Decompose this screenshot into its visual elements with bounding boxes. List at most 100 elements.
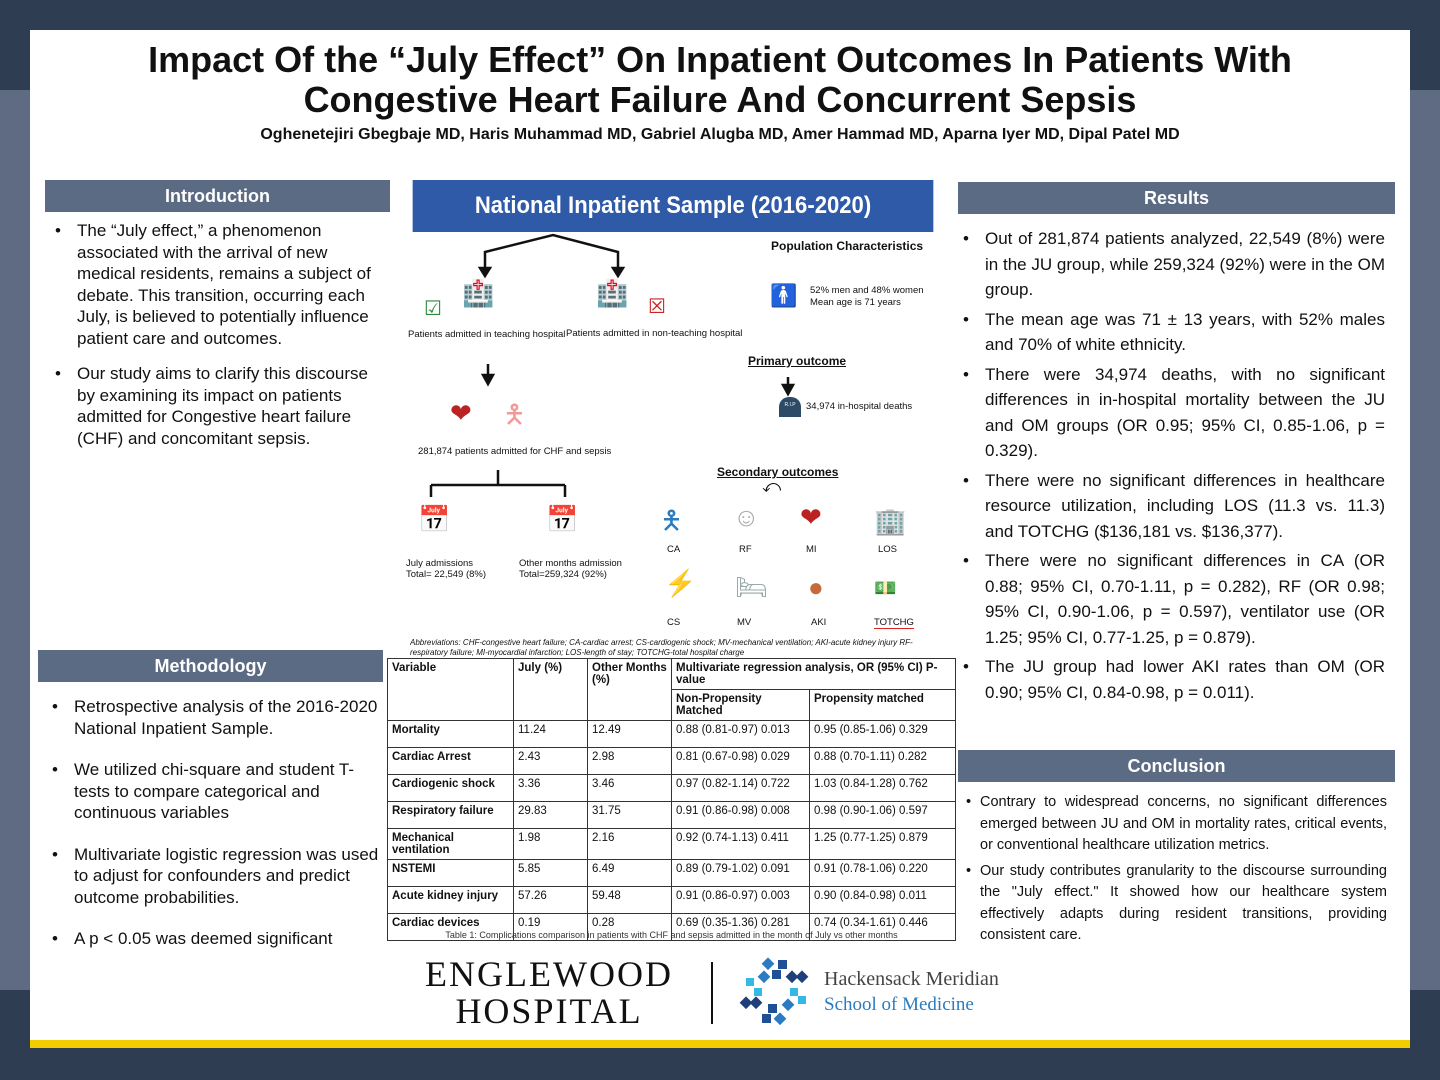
table-cell: 3.36: [513, 774, 588, 802]
table-cell: Cardiogenic shock: [387, 774, 514, 802]
flow-arrows: [429, 233, 796, 497]
table-cell: 0.69 (0.35-1.36) 0.281: [671, 913, 810, 941]
mi-icon: ❤: [800, 502, 822, 532]
poster-title: Impact Of the “July Effect” On Inpatient…: [148, 39, 1292, 120]
table-row: Respiratory failure 29.83 31.75 0.91 (0.86-…: [387, 801, 956, 829]
outcome-mi: MI: [806, 544, 817, 555]
th-propensity: Propensity matched: [809, 689, 956, 721]
list-item: Our study aims to clarify this discourse…: [47, 363, 382, 449]
table-cell: 2.43: [513, 747, 588, 775]
aki-icon: ●: [808, 572, 824, 602]
methodology-list: Retrospective analysis of the 2016-2020 …: [44, 696, 379, 964]
introduction-heading: Introduction: [45, 180, 390, 212]
tombstone-icon: R.I.P: [779, 397, 801, 417]
deaths-label: 34,974 in-hospital deaths: [806, 401, 913, 412]
list-item: Retrospective analysis of the 2016-2020 …: [44, 696, 379, 739]
table-cell: 0.74 (0.34-1.61) 0.446: [809, 913, 956, 941]
results-heading: Results: [958, 182, 1395, 214]
check-icon: ☑: [424, 298, 442, 320]
list-item: Contrary to widespread concerns, no sign…: [960, 792, 1387, 857]
table-cell: 0.95 (0.85-1.06) 0.329: [809, 720, 956, 748]
school-name: School of Medicine: [824, 994, 974, 1015]
th-other: Other Months (%): [587, 658, 672, 721]
teaching-hospital-icon: 🏥: [462, 278, 495, 308]
list-item: A p < 0.05 was deemed significant: [44, 928, 379, 950]
table-cell: 0.88 (0.81-0.97) 0.013: [671, 720, 810, 748]
table-cell: 0.89 (0.79-1.02) 0.091: [671, 859, 810, 887]
july-total: Total= 22,549 (8%): [406, 569, 487, 580]
table-cell: 1.98: [513, 828, 588, 860]
july-title: July admissions: [406, 558, 474, 569]
outcome-mv: MV: [737, 617, 752, 628]
table-cell: 11.24: [513, 720, 588, 748]
table-cell: 1.03 (0.84-1.28) 0.762: [809, 774, 956, 802]
table-row: Cardiac devices 0.19 0.28 0.69 (0.35-1.36) …: [387, 913, 956, 941]
outcome-los: LOS: [878, 544, 898, 555]
pop-line1: 52% men and 48% women: [810, 285, 924, 296]
outcome-cs: CS: [667, 617, 681, 628]
table-cell: 0.98 (0.90-1.06) 0.597: [809, 801, 956, 829]
table-cell: Cardiac Arrest: [387, 747, 514, 775]
population-text: 52% men and 48% women Mean age is 71 year…: [810, 285, 924, 309]
results-table: Variable July (%) Other Months (%) Multi…: [387, 658, 956, 941]
los-icon: 🏢: [874, 506, 907, 536]
authors: Oghenetejiri Gbegbaje MD, Haris Muhammad…: [260, 126, 1180, 143]
july-label: July admissions Total= 22,549 (8%): [406, 558, 486, 580]
x-box-icon: ☒: [648, 296, 666, 318]
secondary-outcomes-heading: Secondary outcomes: [717, 465, 839, 479]
list-item: The “July effect,” a phenomenon associat…: [47, 220, 382, 349]
teaching-label: Patients admitted in teaching hospital: [408, 329, 566, 340]
outcome-ca: CA: [667, 544, 681, 555]
th-regression: Multivariate regression analysis, OR (95…: [671, 658, 956, 690]
rf-icon: ☺: [733, 502, 760, 532]
table-cell: 59.48: [587, 886, 672, 914]
list-item: Our study contributes granularity to the…: [960, 861, 1387, 947]
table-cell: 29.83: [513, 801, 588, 829]
diagram-banner: National Inpatient Sample (2016-2020): [412, 180, 934, 232]
table-cell: 2.16: [587, 828, 672, 860]
mv-icon: 🛏: [735, 572, 769, 602]
bidirectional-arrow-icon: ⤺: [762, 476, 782, 496]
table-cell: Acute kidney injury: [387, 886, 514, 914]
table-caption: Table 1: Complications comparison in pat…: [445, 930, 898, 940]
table-cell: 2.98: [587, 747, 672, 775]
table-cell: Mortality: [387, 720, 514, 748]
accent-bar: [30, 1040, 1410, 1048]
table-cell: 3.46: [587, 774, 672, 802]
table-cell: 0.91 (0.86-0.97) 0.003: [671, 886, 810, 914]
logo-line1: ENGLEWOOD: [425, 954, 673, 994]
table-cell: 0.92 (0.74-1.13) 0.411: [671, 828, 810, 860]
hackensack-name: Hackensack Meridian: [824, 968, 999, 990]
cs-icon: ⚡: [664, 568, 697, 598]
list-item: There were no significant differences in…: [955, 548, 1385, 650]
table-row: Cardiogenic shock 3.36 3.46 0.97 (0.82-1.14…: [387, 774, 956, 802]
other-title: Other months admission: [519, 558, 622, 569]
list-item: Out of 281,874 patients analyzed, 22,549…: [955, 226, 1385, 303]
table-cell: NSTEMI: [387, 859, 514, 887]
calendar-icon-other: 📅: [546, 504, 579, 534]
outcome-totchg: TOTCHG: [874, 617, 914, 629]
body-icon: 🯅: [503, 399, 526, 429]
table-cell: 5.85: [513, 859, 588, 887]
heart-icon: ❤: [450, 398, 472, 428]
table-cell: 0.91 (0.86-0.98) 0.008: [671, 801, 810, 829]
table-cell: 0.88 (0.70-1.11) 0.282: [809, 747, 956, 775]
table-row: Mechanical ventilation 1.98 2.16 0.92 (0.74…: [387, 828, 956, 860]
list-item: The JU group had lower AKI rates than OM…: [955, 654, 1385, 705]
table-cell: 57.26: [513, 886, 588, 914]
pop-line2: Mean age is 71 years: [810, 297, 901, 308]
conclusion-list: Contrary to widespread concerns, no sign…: [960, 792, 1387, 951]
primary-outcome-heading: Primary outcome: [748, 354, 847, 368]
outcome-aki: AKI: [811, 617, 827, 628]
table-row: Mortality 11.24 12.49 0.88 (0.81-0.97) 0.01…: [387, 720, 956, 748]
conclusion-heading: Conclusion: [958, 750, 1395, 782]
results-list: Out of 281,874 patients analyzed, 22,549…: [955, 226, 1385, 719]
th-variable: Variable: [387, 658, 514, 721]
man-woman-icon: 🚹: [770, 283, 798, 308]
logo-divider: [711, 962, 713, 1024]
table-cell: 0.19: [513, 913, 588, 941]
list-item: There were 34,974 deaths, with no signif…: [955, 362, 1385, 464]
table-cell: 12.49: [587, 720, 672, 748]
list-item: The mean age was 71 ± 13 years, with 52%…: [955, 307, 1385, 358]
hackensack-logo-mark: [739, 957, 809, 1026]
